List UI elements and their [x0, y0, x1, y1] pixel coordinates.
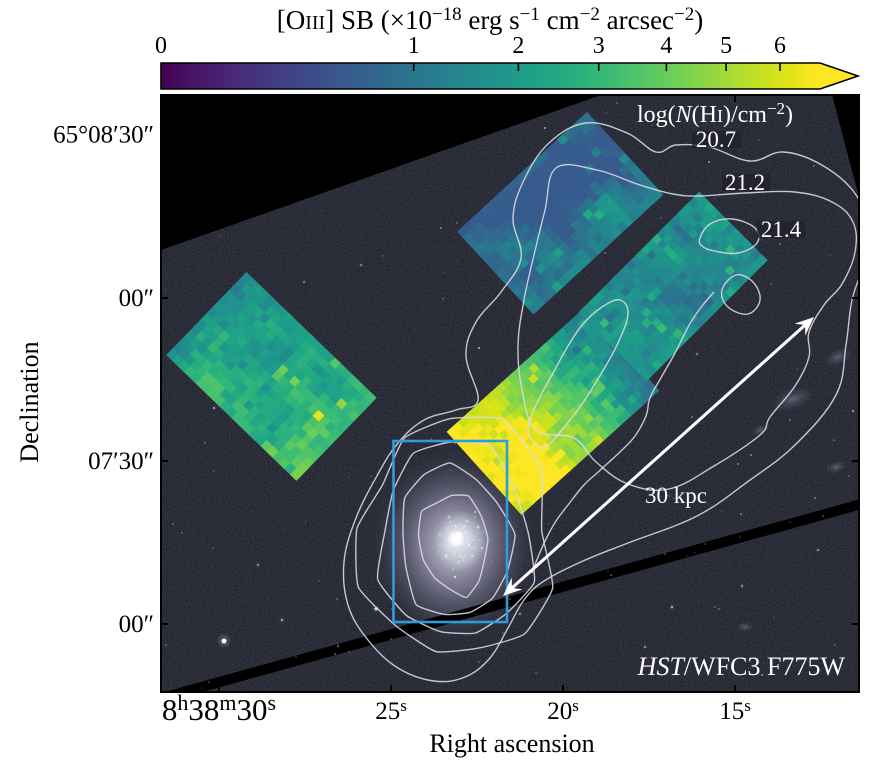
- svg-text:5: 5: [720, 33, 732, 59]
- svg-text:00″: 00″: [119, 611, 154, 638]
- svg-text:1: 1: [408, 33, 420, 59]
- svg-text:07′30″: 07′30″: [88, 448, 154, 475]
- svg-text:4: 4: [660, 33, 672, 59]
- svg-text:Declination: Declination: [15, 341, 44, 462]
- svg-text:6: 6: [774, 33, 786, 59]
- svg-text:3: 3: [593, 33, 605, 59]
- svg-text:0: 0: [155, 33, 167, 59]
- svg-text:20.7: 20.7: [696, 127, 736, 152]
- svg-text:21.4: 21.4: [761, 217, 802, 242]
- svg-text:[OIII] SB (×10−18 erg s−1 cm−2: [OIII] SB (×10−18 erg s−1 cm−2 arcsec−2): [277, 4, 704, 35]
- svg-text:HST/WFC3 F775W: HST/WFC3 F775W: [637, 652, 846, 681]
- svg-text:2: 2: [512, 33, 524, 59]
- svg-text:65°08′30″: 65°08′30″: [53, 122, 154, 149]
- svg-text:00″: 00″: [119, 285, 154, 312]
- svg-text:Right ascension: Right ascension: [429, 729, 594, 758]
- svg-text:21.2: 21.2: [725, 170, 765, 195]
- svg-text:30 kpc: 30 kpc: [645, 483, 707, 508]
